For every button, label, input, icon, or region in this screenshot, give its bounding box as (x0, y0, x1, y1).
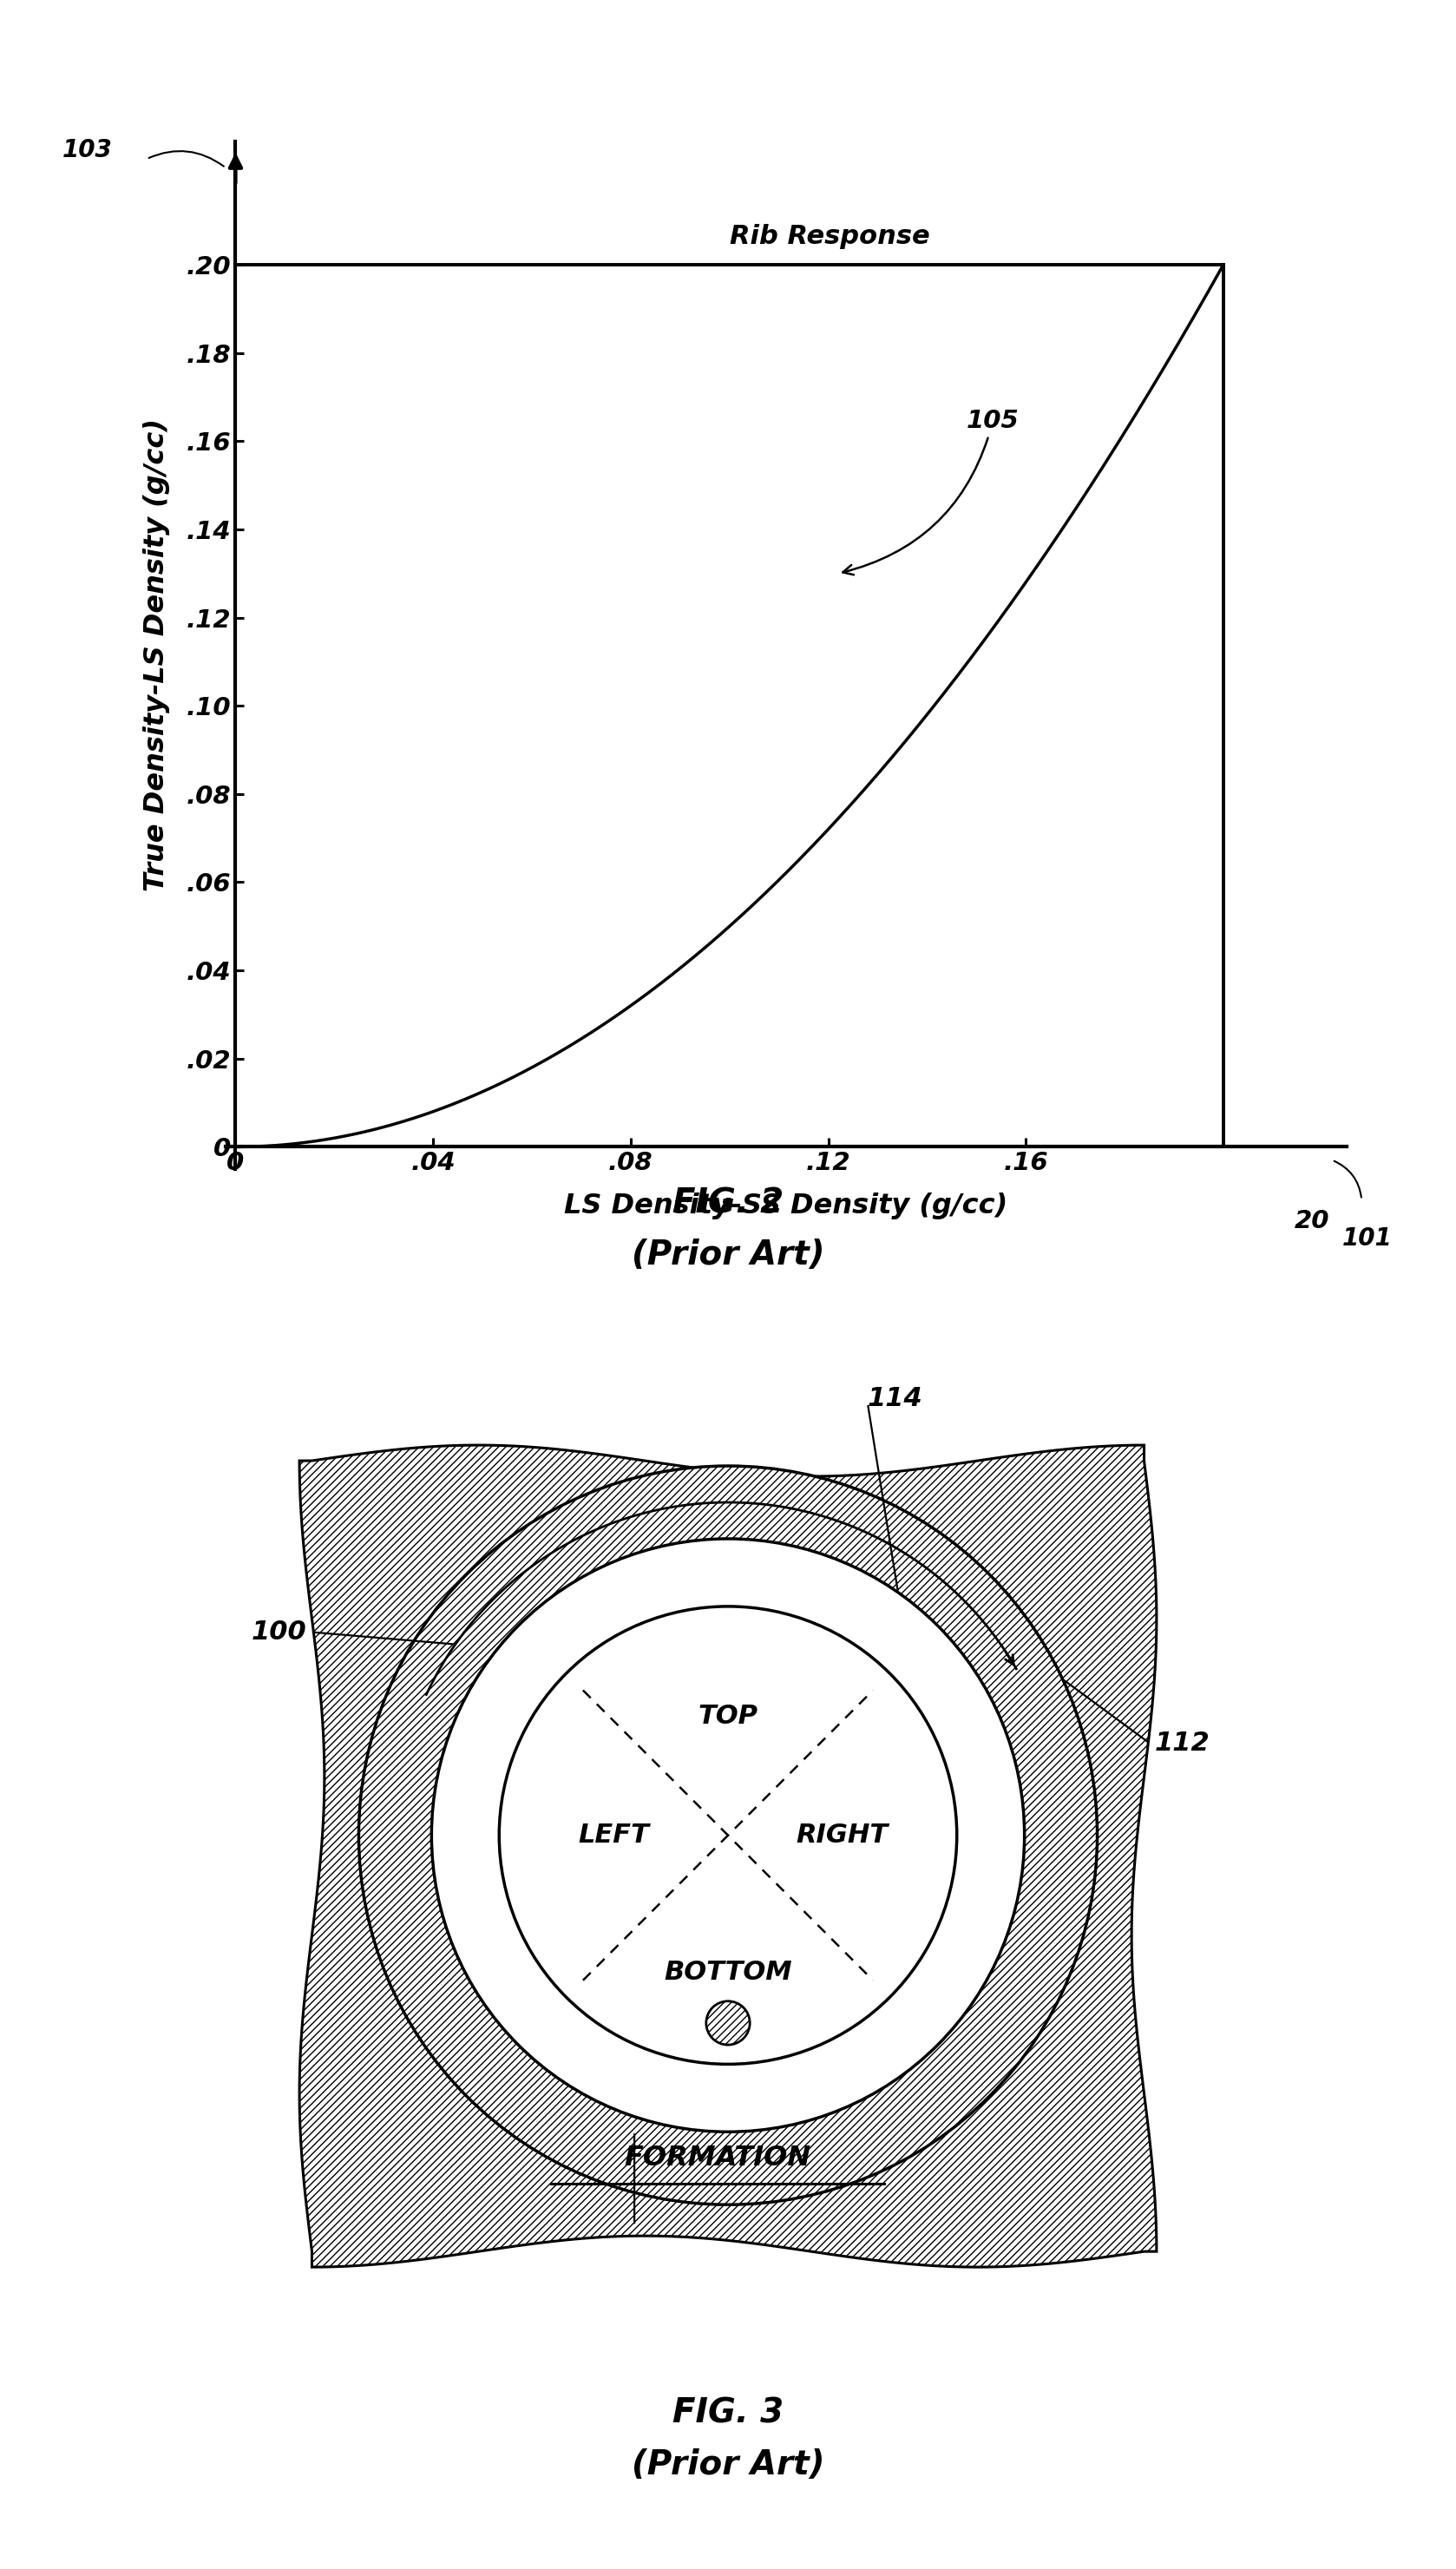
Text: 112: 112 (1155, 1732, 1210, 1755)
Y-axis label: True Density-LS Density (g/cc): True Density-LS Density (g/cc) (143, 419, 170, 891)
Text: TOP: TOP (697, 1703, 759, 1729)
Text: RIGHT: RIGHT (796, 1824, 888, 1847)
Text: 100: 100 (252, 1618, 307, 1644)
Text: FIG. 2: FIG. 2 (673, 1187, 783, 1220)
Polygon shape (300, 1446, 1156, 2266)
Text: 20: 20 (1294, 1207, 1329, 1233)
Text: FORMATION: FORMATION (625, 2145, 811, 2171)
Text: 105: 105 (843, 408, 1019, 575)
Text: BOTTOM: BOTTOM (664, 1960, 792, 1986)
Text: 101: 101 (1342, 1225, 1392, 1251)
Text: 103: 103 (63, 139, 112, 162)
Text: (Prior Art): (Prior Art) (632, 2448, 824, 2482)
Text: (Prior Art): (Prior Art) (632, 1238, 824, 1272)
X-axis label: LS Density-SS Density (g/cc): LS Density-SS Density (g/cc) (565, 1192, 1008, 1220)
Circle shape (358, 1467, 1098, 2204)
Circle shape (499, 1606, 957, 2065)
Circle shape (706, 2001, 750, 2045)
Text: Rib Response: Rib Response (729, 224, 929, 249)
Text: LEFT: LEFT (578, 1824, 649, 1847)
Circle shape (431, 1539, 1025, 2132)
Text: FIG. 3: FIG. 3 (673, 2397, 783, 2430)
Text: 114: 114 (868, 1385, 923, 1410)
